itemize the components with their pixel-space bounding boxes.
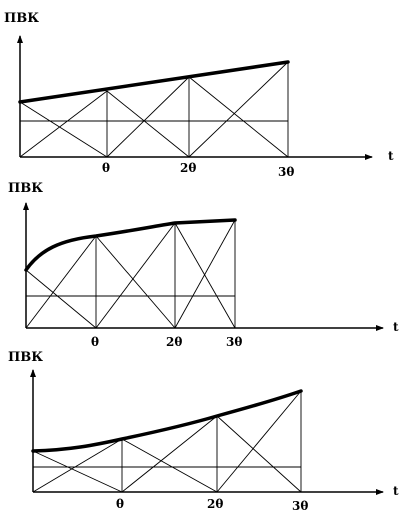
panel-3-grid bbox=[32, 390, 302, 493]
panel-2: ПВК t θ 2θ 3θ bbox=[8, 181, 399, 349]
panel-1: ПВК t θ 2θ 3θ bbox=[4, 11, 394, 179]
panel-3-x-label: t bbox=[393, 484, 399, 498]
panel-3-y-label: ПВК bbox=[8, 350, 43, 365]
panel-3-tick-2theta: 2θ bbox=[207, 497, 223, 511]
panel-3-curve bbox=[31, 389, 303, 453]
panel-1-grid bbox=[19, 61, 289, 158]
panel-2-tick-2theta: 2θ bbox=[166, 335, 182, 349]
panel-2-y-label: ПВК bbox=[8, 181, 43, 196]
panel-2-tick-theta: θ bbox=[91, 335, 99, 349]
panel-1-tick-theta: θ bbox=[102, 161, 110, 175]
panel-1-tick-2theta: 2θ bbox=[180, 161, 196, 175]
panel-2-x-label: t bbox=[393, 320, 399, 334]
panel-2-grid bbox=[25, 219, 236, 329]
panel-3: ПВК t θ 2θ 3θ bbox=[8, 350, 399, 512]
panel-2-curve bbox=[24, 218, 237, 272]
panel-3-tick-theta: θ bbox=[116, 497, 124, 511]
panel-1-x-label: t bbox=[388, 149, 394, 163]
panel-1-tick-3theta: 3θ bbox=[278, 165, 294, 179]
panel-2-tick-3theta: 3θ bbox=[226, 335, 242, 349]
panel-1-curve bbox=[18, 60, 290, 104]
panel-3-tick-3theta: 3θ bbox=[292, 499, 308, 512]
panel-1-y-label: ПВК bbox=[4, 11, 39, 26]
